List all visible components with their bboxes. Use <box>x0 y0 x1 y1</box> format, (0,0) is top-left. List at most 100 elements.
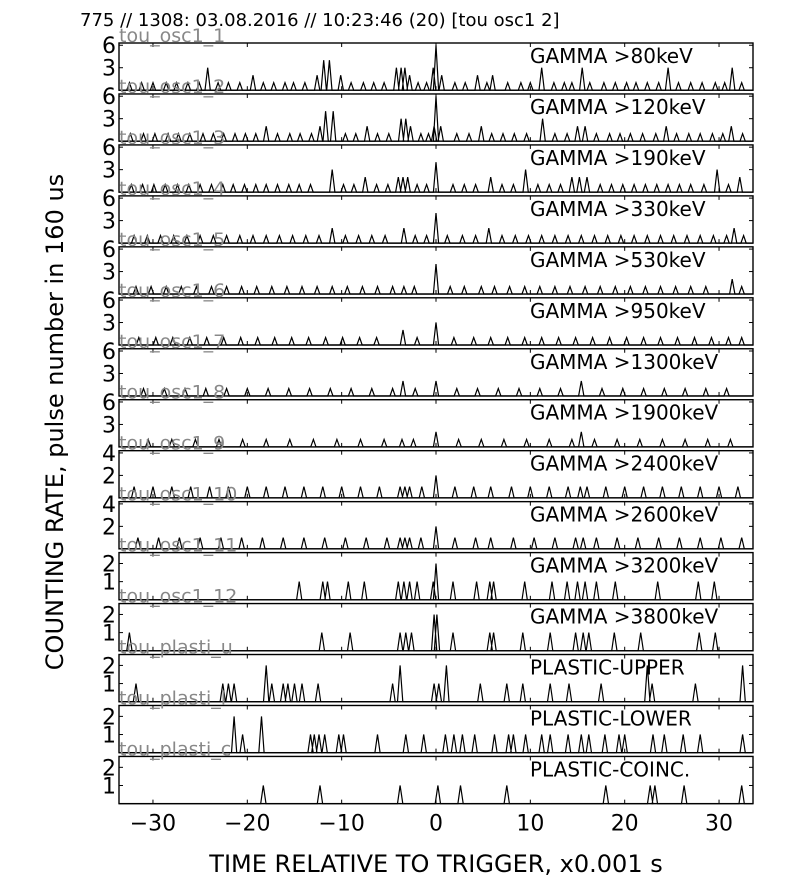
panel-frame <box>118 704 754 754</box>
panel-title: PLASTIC-COINC. <box>530 757 690 781</box>
x-tick-label: 10 <box>516 812 544 837</box>
panel-frame <box>118 602 754 652</box>
y-tick-label: 3 <box>102 413 116 438</box>
x-tick-label: 20 <box>611 812 639 837</box>
panel-frame <box>118 297 754 346</box>
panel-title: PLASTIC-LOWER <box>530 706 692 730</box>
y-tick-label: 1 <box>102 724 116 749</box>
x-tick-label: 30 <box>705 812 733 837</box>
panel-detector-name: tou_osc1_10 <box>119 484 237 506</box>
panel-tou-osc1-7: 36 tou_osc1_7 GAMMA >1300keV <box>102 331 754 397</box>
panel-title: GAMMA >950keV <box>530 299 706 323</box>
y-tick-label: 6 <box>102 340 116 365</box>
y-tick-label: 2 <box>102 603 116 628</box>
panel-title: GAMMA >2600keV <box>530 503 719 527</box>
panel-tou-osc1-10: 24 tou_osc1_10 GAMMA >2600keV <box>102 484 754 550</box>
panel-detector-name: tou_osc1_12 <box>119 586 237 608</box>
panel-frame <box>118 42 754 91</box>
panel-frame <box>118 449 754 499</box>
panel-frame <box>118 144 754 193</box>
panel-title: GAMMA >3800keV <box>530 605 719 629</box>
panel-detector-name: tou_osc1_3 <box>119 127 225 149</box>
panel-tou-osc1-2: 36 tou_osc1_2 GAMMA >120keV <box>102 76 754 142</box>
panel-detector-name: tou_plasti_l <box>119 687 226 709</box>
panel-tou-osc1-3: 36 tou_osc1_3 GAMMA >190keV <box>102 127 754 193</box>
panel-detector-name: tou_osc1_4 <box>119 178 225 200</box>
panel-title: GAMMA >1300keV <box>530 350 719 374</box>
x-tick-label: −30 <box>130 812 176 837</box>
panel-frame <box>118 551 754 601</box>
y-tick-label: 2 <box>102 552 116 577</box>
y-tick-label: 3 <box>102 159 116 184</box>
panel-title: GAMMA >330keV <box>530 197 706 221</box>
series-line <box>119 785 753 805</box>
y-tick-label: 2 <box>102 756 116 781</box>
panel-title: GAMMA >80keV <box>530 44 693 68</box>
y-tick-label: 6 <box>102 187 116 212</box>
panel-frame <box>118 755 754 805</box>
panel-detector-name: tou_osc1_6 <box>119 280 225 302</box>
panel-detector-name: tou_osc1_9 <box>119 433 225 455</box>
panel-title: PLASTIC-UPPER <box>530 656 685 680</box>
panel-tou-osc1-4: 36 tou_osc1_4 GAMMA >330keV <box>102 178 754 244</box>
panel-tou-osc1-9: 24 tou_osc1_9 GAMMA >2400keV <box>102 433 754 499</box>
x-tick-label: −20 <box>224 812 270 837</box>
panel-detector-name: tou_osc1_7 <box>119 331 225 353</box>
y-tick-label: 6 <box>102 238 116 263</box>
y-tick-label: 3 <box>102 57 116 82</box>
panel-frame <box>118 195 754 244</box>
panel-frame <box>118 399 754 448</box>
panel-detector-name: tou_osc1_5 <box>119 229 225 251</box>
x-axis-label: TIME RELATIVE TO TRIGGER, x0.001 s <box>208 850 662 878</box>
y-tick-label: 2 <box>102 515 116 540</box>
y-tick-label: 6 <box>102 85 116 110</box>
panel-detector-name: tou_plasti_u <box>119 637 233 659</box>
panel-tou-osc1-5: 36 tou_osc1_5 GAMMA >530keV <box>102 229 754 295</box>
panel-detector-name: tou_osc1_1 <box>119 25 225 47</box>
y-tick-label: 4 <box>102 442 116 467</box>
panel-frame <box>118 653 754 703</box>
panel-tou-osc1-8: 36 tou_osc1_8 GAMMA >1900keV <box>102 382 754 448</box>
y-tick-label: 4 <box>102 493 116 518</box>
y-tick-label: 1 <box>102 774 116 799</box>
chart-header: 775 // 1308: 03.08.2016 // 10:23:46 (20)… <box>80 10 560 31</box>
y-tick-label: 1 <box>102 571 116 596</box>
y-tick-label: 1 <box>102 673 116 698</box>
panel-title: GAMMA >120keV <box>530 95 706 119</box>
panel-detector-name: tou_osc1_8 <box>119 382 225 404</box>
panel-frame <box>118 93 754 142</box>
panel-title: GAMMA >530keV <box>530 248 706 272</box>
panel-tou-osc1-6: 36 tou_osc1_6 GAMMA >950keV <box>102 280 754 346</box>
panel-frame <box>118 348 754 397</box>
panel-detector-name: tou_plasti_c <box>119 738 231 760</box>
y-tick-label: 6 <box>102 289 116 314</box>
panel-title: GAMMA >3200keV <box>530 554 719 578</box>
y-tick-label: 3 <box>102 108 116 133</box>
y-axis-label: COUNTING RATE, pulse number in 160 us <box>41 174 69 670</box>
x-tick-label: −10 <box>318 812 364 837</box>
y-tick-label: 3 <box>102 362 116 387</box>
panel-detector-name: tou_osc1_2 <box>119 76 225 98</box>
series-line <box>119 716 753 754</box>
panel-frame <box>118 246 754 295</box>
panel-frame <box>118 500 754 550</box>
y-tick-label: 6 <box>102 34 116 59</box>
y-tick-label: 3 <box>102 210 116 235</box>
x-ticks-group: −30 −20 −10 0 10 20 30 <box>130 812 733 837</box>
series-line <box>119 96 753 142</box>
panel-title: GAMMA >190keV <box>530 146 706 170</box>
panel-title: GAMMA >1900keV <box>530 401 719 425</box>
y-tick-label: 2 <box>102 705 116 730</box>
y-tick-label: 2 <box>102 464 116 489</box>
y-tick-label: 1 <box>102 622 116 647</box>
y-tick-label: 6 <box>102 391 116 416</box>
series-line <box>119 264 753 295</box>
y-tick-label: 3 <box>102 261 116 286</box>
